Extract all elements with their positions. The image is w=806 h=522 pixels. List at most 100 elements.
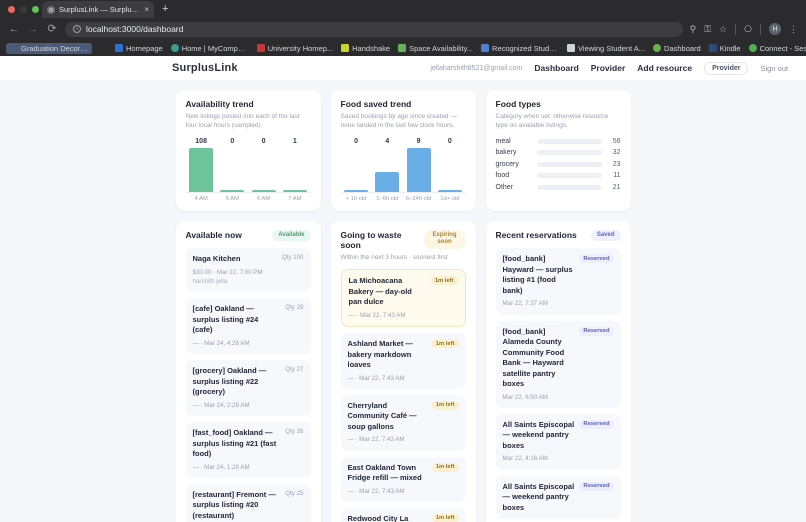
list-item-title: [grocery] Oakland — surplus listing #22 … (192, 366, 267, 397)
bookmark-label: Kindle (719, 43, 741, 53)
nav-link-add-resource[interactable]: Add resource (637, 63, 693, 73)
maximize-window-button[interactable] (32, 6, 39, 13)
nav-link-provider[interactable]: Provider (590, 63, 626, 73)
list-item[interactable]: [cafe] Oakland — surplus listing #24 (ca… (185, 298, 311, 355)
list-item-owner: harshith jella (192, 278, 228, 286)
bookmark-favicon-icon (256, 44, 265, 52)
toolbar-icons: ⚲ ⚿ ☆ ⎔ H ⋮ (690, 23, 798, 35)
card-header: Going to waste soon Expiring soon (341, 229, 466, 250)
charts-row: Availability trend New listings posted i… (0, 90, 806, 211)
back-button[interactable]: ← (8, 22, 20, 35)
nav-link-dashboard[interactable]: Dashboard (534, 63, 579, 73)
minimize-window-button[interactable] (20, 6, 27, 13)
bookmarks-bar: Graduation Decoratio... Homepage Home | … (0, 40, 806, 56)
list-item[interactable]: All Saints Episcopal — weekend pantry bo… (495, 413, 621, 470)
bar-value-labels: 0 4 9 0 (341, 138, 466, 145)
bar-column (372, 148, 403, 192)
close-tab-icon[interactable]: × (144, 5, 149, 14)
reload-button[interactable]: ⟳ (47, 22, 57, 35)
bookmark-item[interactable]: Home | MyCompass (167, 43, 253, 54)
bookmark-favicon-icon (10, 44, 18, 52)
list-item-title: [food_bank] Alameda County Community Foo… (502, 326, 565, 389)
list-item[interactable]: East Oakland Town Fridge refill — mixed … (340, 456, 466, 502)
app-brand[interactable]: SurplusLink (172, 62, 238, 74)
location-pin-icon[interactable]: ⚲ (689, 23, 697, 34)
food-type-label: meal (495, 137, 511, 145)
food-type-value: 11 (613, 172, 621, 180)
food-type-value: 56 (612, 137, 621, 145)
bookmark-item[interactable]: University Homep... (253, 43, 337, 54)
bar (406, 147, 431, 192)
bookmark-item[interactable]: Recognized Stude... (477, 43, 563, 54)
list-item-title: Cherryland Community Café — soup gallons (347, 400, 417, 431)
card-going-to-waste-soon: Going to waste soon Expiring soon Within… (330, 220, 476, 522)
app-header: SurplusLink jellaharshith8521@gmail.com … (0, 56, 806, 80)
food-type-row: meal 56 (496, 138, 621, 145)
list-item-meta: — · Mar 22, 7:43 AM (347, 487, 405, 495)
bookmark-item[interactable]: Kindle (705, 43, 745, 54)
food-type-row: bakery 32 (496, 149, 621, 156)
bar-value-labels: 108 0 0 1 (186, 138, 311, 145)
user-email: jellaharshith8521@gmail.com (430, 64, 523, 72)
status-badge: Expiring soon (423, 229, 466, 249)
more-menu-icon[interactable]: ⋮ (789, 23, 798, 34)
bookmark-item[interactable]: Space Availability... (394, 43, 477, 54)
list-item[interactable]: [grocery] Oakland — surplus listing #22 … (185, 360, 311, 417)
bar-value: 0 (261, 137, 266, 145)
cast-icon[interactable]: ⎔ (744, 23, 752, 34)
card-title: Available now (185, 229, 242, 240)
list-item-qty: Qty 26 (285, 428, 304, 436)
key-icon[interactable]: ⚿ (704, 23, 712, 34)
food-type-label: grocery (495, 160, 519, 168)
bookmark-item[interactable]: Graduation Decoratio... (6, 42, 92, 54)
time-left-badge: 1m left (431, 400, 459, 410)
list-item[interactable]: [food_bank] Alameda County Community Foo… (495, 320, 621, 408)
bookmark-favicon-icon (567, 44, 576, 52)
apps-grid-icon[interactable] (96, 44, 97, 52)
list-item-top: [food_bank] Alameda County Community Foo… (502, 326, 614, 390)
sign-out-button[interactable]: Sign out (760, 63, 788, 73)
bookmark-item[interactable]: Homepage (111, 43, 167, 54)
site-info-icon[interactable]: i (73, 25, 81, 33)
list-item[interactable]: [food_bank] Hayward — surplus listing #1… (495, 248, 621, 315)
bookmark-label: Home | MyCompass (181, 43, 249, 53)
food-type-track (536, 173, 602, 179)
list-item[interactable]: La Michoacana Bakery — day-old pan dulce… (340, 269, 466, 328)
bar-columns (341, 147, 466, 192)
food-type-value: 32 (612, 149, 621, 157)
close-window-button[interactable] (8, 6, 15, 13)
bookmark-item[interactable]: Handshake (337, 43, 394, 54)
browser-tab[interactable]: SurplusLink — Surplus food m × (42, 1, 154, 18)
bookmark-label: Connect - Session... (759, 43, 806, 53)
star-icon[interactable]: ☆ (719, 23, 728, 34)
bar-column (186, 147, 217, 192)
list-item[interactable]: [restaurant] Fremont — surplus listing #… (185, 483, 311, 522)
list-item[interactable]: Ashland Market — bakery markdown loaves … (340, 333, 466, 389)
x-tick-label: < 1h old (345, 195, 367, 202)
card-food-types: Food types Category when set; otherwise … (485, 90, 631, 211)
bookmark-item[interactable]: Dashboard (649, 43, 705, 54)
profile-avatar[interactable]: H (769, 23, 781, 35)
list-item-meta: Mar 22, 7:37 AM (502, 300, 548, 308)
list-item[interactable]: Redwood City La 1m left (340, 507, 466, 522)
x-axis-labels: 4 AM 5 AM 6 AM 7 AM (185, 191, 311, 202)
bar-value: 9 (416, 137, 421, 145)
food-type-row: grocery 23 (496, 161, 621, 168)
list-item[interactable]: [fast_food] Oakland — surplus listing #2… (185, 422, 311, 478)
bookmark-item[interactable]: Connect - Session... (745, 43, 806, 54)
card-recent-reservations: Recent reservations Saved [food_bank] Ha… (485, 220, 631, 522)
address-bar[interactable]: i localhost:3000/dashboard (65, 21, 683, 37)
bookmark-item[interactable]: Viewing Student A... (563, 43, 649, 54)
bar (251, 190, 276, 192)
x-tick-label: 1d+ old (440, 195, 460, 202)
list-item[interactable]: Cherryland Community Café — soup gallons… (340, 394, 466, 451)
forward-button[interactable]: → (27, 22, 39, 35)
card-food-saved-trend: Food saved trend Saved bookings by age s… (330, 90, 476, 211)
list-item-title: East Oakland Town Fridge refill — mixed (347, 462, 422, 483)
card-availability-trend: Availability trend New listings posted i… (175, 90, 321, 211)
new-tab-button[interactable]: + (162, 3, 169, 15)
time-left-badge: 1m left (431, 462, 459, 472)
list-item[interactable]: Naga Kitchen Qty 100 $30.00 · Mar 22, 7:… (185, 248, 311, 293)
list-item[interactable]: All Saints Episcopal — weekend pantry bo… (495, 475, 621, 520)
